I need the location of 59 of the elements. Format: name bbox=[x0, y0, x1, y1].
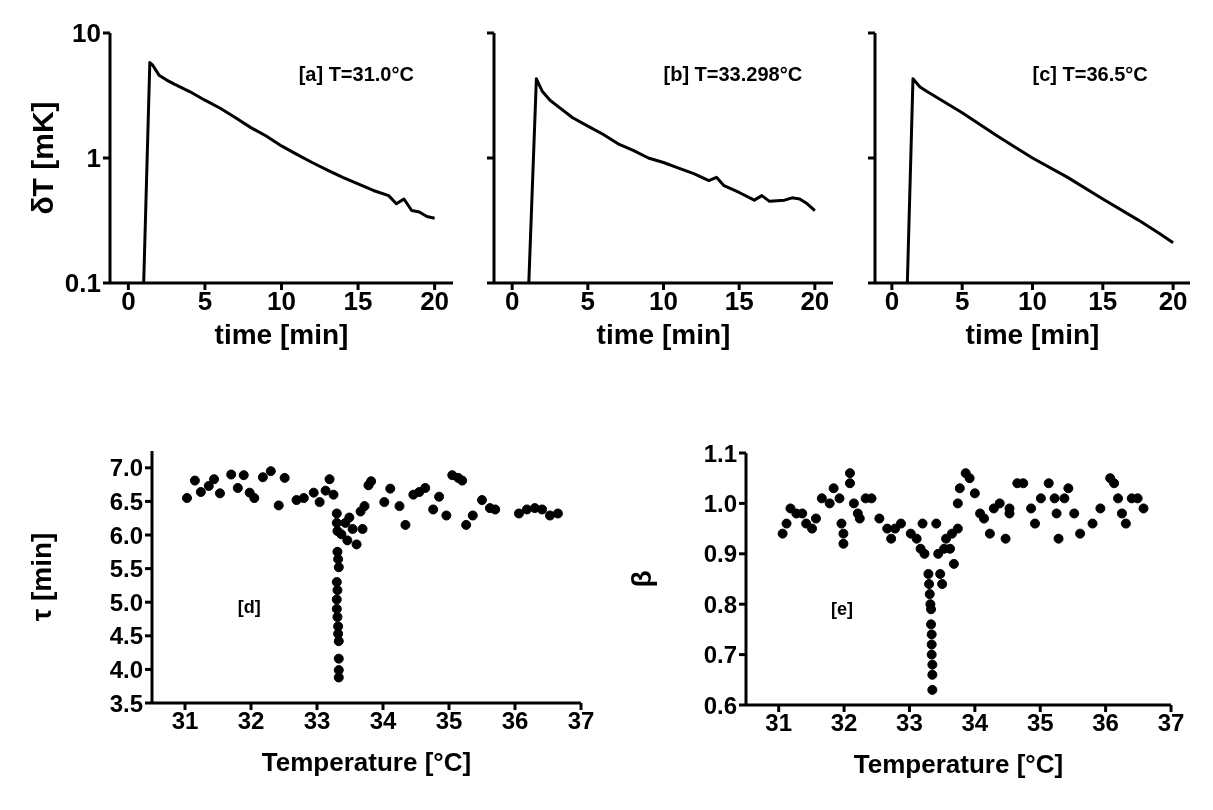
x-tick-label: 34 bbox=[369, 707, 397, 735]
y-axis-title: τ [min] bbox=[24, 531, 58, 624]
x-tick-label: 32 bbox=[830, 709, 858, 737]
x-axis-title: Temperature [°C] bbox=[260, 747, 473, 778]
x-tick-label: 15 bbox=[1088, 286, 1118, 317]
x-axis-title: time [min] bbox=[964, 319, 1101, 351]
x-tick-label: 20 bbox=[800, 286, 830, 317]
x-tick-label: 10 bbox=[267, 286, 296, 317]
x-tick-label: 33 bbox=[896, 709, 923, 737]
x-tick-label: 10 bbox=[649, 286, 678, 317]
x-tick-label: 31 bbox=[171, 707, 199, 735]
annotation: [e] bbox=[831, 599, 853, 621]
x-tick-label: 35 bbox=[435, 707, 463, 735]
x-tick-label: 36 bbox=[501, 707, 529, 735]
x-axis-title: time [min] bbox=[595, 319, 732, 351]
y-tick-label: 0.9 bbox=[703, 540, 737, 568]
annotation: [b] T=33.298°C bbox=[663, 63, 803, 86]
x-tick-label: 37 bbox=[1157, 709, 1185, 737]
y-tick-label: 10 bbox=[72, 18, 101, 49]
y-tick-label: 0.1 bbox=[64, 268, 101, 299]
y-tick-label: 1.0 bbox=[703, 489, 737, 517]
y-tick-label: 0.6 bbox=[703, 691, 737, 719]
y-tick-label: 0.7 bbox=[703, 641, 737, 669]
x-tick-label: 0 bbox=[884, 286, 900, 317]
x-tick-label: 32 bbox=[237, 707, 265, 735]
annotation: [d] bbox=[237, 597, 261, 619]
y-tick-label: 3.5 bbox=[109, 689, 143, 717]
annotation: [a] T=31.0°C bbox=[298, 63, 414, 86]
y-tick-label: 5.5 bbox=[109, 555, 143, 583]
x-tick-label: 15 bbox=[724, 286, 754, 317]
x-tick-label: 10 bbox=[1018, 286, 1047, 317]
x-tick-label: 0 bbox=[504, 286, 520, 317]
x-axis-title: Temperature [°C] bbox=[852, 749, 1065, 780]
y-tick-label: 0.8 bbox=[703, 590, 737, 618]
x-tick-label: 5 bbox=[197, 286, 213, 317]
x-tick-label: 35 bbox=[1026, 709, 1054, 737]
y-tick-label: 5.0 bbox=[109, 588, 143, 616]
y-axis-title: β bbox=[624, 569, 658, 590]
y-tick-label: 6.5 bbox=[109, 487, 143, 515]
x-tick-label: 20 bbox=[420, 286, 450, 317]
y-tick-label: 1.1 bbox=[703, 439, 737, 467]
annotation: [c] T=36.5°C bbox=[1032, 63, 1148, 86]
x-tick-label: 0 bbox=[121, 286, 136, 317]
x-tick-label: 5 bbox=[954, 286, 970, 317]
y-tick-label: 4.5 bbox=[109, 622, 143, 650]
x-tick-label: 15 bbox=[343, 286, 373, 317]
y-tick-label: 1 bbox=[86, 143, 101, 174]
y-tick-label: 6.0 bbox=[109, 521, 143, 549]
x-tick-label: 31 bbox=[765, 709, 793, 737]
x-tick-label: 20 bbox=[1158, 286, 1188, 317]
x-tick-label: 36 bbox=[1092, 709, 1119, 737]
x-axis-title: time [min] bbox=[213, 319, 350, 351]
y-tick-label: 4.0 bbox=[109, 655, 143, 683]
x-tick-label: 33 bbox=[303, 707, 331, 735]
x-tick-label: 37 bbox=[567, 707, 595, 735]
x-tick-label: 34 bbox=[961, 709, 989, 737]
x-tick-label: 5 bbox=[580, 286, 596, 317]
y-tick-label: 7.0 bbox=[109, 454, 143, 482]
y-axis-title: δT [mK] bbox=[24, 100, 60, 217]
